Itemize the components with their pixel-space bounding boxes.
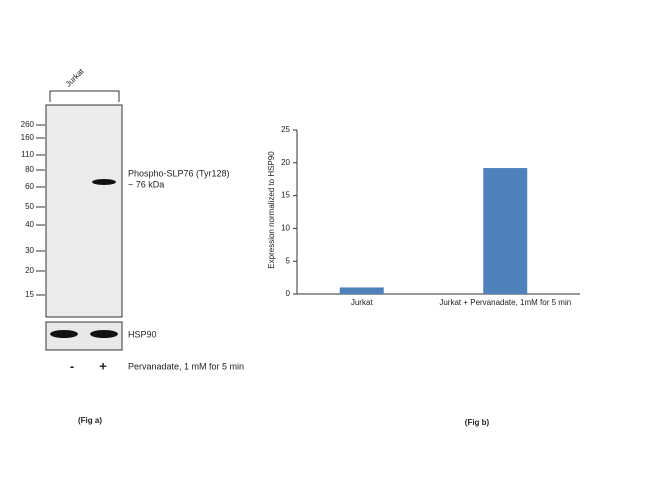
y-tick-label: 25 — [281, 125, 290, 134]
bar — [483, 168, 528, 294]
marker-label: 80 — [25, 165, 34, 174]
marker-label: 260 — [21, 120, 35, 129]
hsp90-band — [90, 330, 118, 338]
x-tick-label: Jurkat — [351, 298, 374, 307]
band — [92, 179, 116, 185]
caption: (Fig a) — [78, 416, 102, 425]
lane-label: Jurkat — [64, 66, 86, 88]
marker-label: 30 — [25, 246, 34, 255]
marker-label: 160 — [21, 133, 35, 142]
y-axis-label: Expression normalized to HSP90 — [267, 151, 276, 269]
y-tick-label: 10 — [281, 224, 290, 233]
treatment: - — [70, 358, 74, 373]
treatment: + — [99, 358, 107, 373]
treatment-label: Pervanadate, 1 mM for 5 min — [128, 361, 244, 371]
caption: (Fig b) — [465, 418, 490, 427]
lane-bracket — [49, 90, 120, 102]
x-tick-label: Jurkat + Pervanadate, 1mM for 5 min — [439, 298, 571, 307]
hsp90-band — [50, 330, 78, 338]
y-tick-label: 5 — [286, 256, 291, 265]
bar — [339, 287, 384, 294]
band-size: ~ 76 kDa — [128, 179, 164, 189]
y-tick-label: 15 — [281, 191, 290, 200]
loading-label: HSP90 — [128, 329, 157, 339]
y-tick-label: 0 — [286, 289, 291, 298]
marker-label: 20 — [25, 266, 34, 275]
marker-label: 50 — [25, 202, 34, 211]
marker-label: 110 — [21, 150, 34, 159]
y-tick-label: 20 — [281, 158, 290, 167]
blot-membrane — [45, 104, 123, 318]
marker-label: 40 — [25, 220, 34, 229]
marker-label: 15 — [25, 290, 34, 299]
marker-label: 60 — [25, 182, 34, 191]
band-label: Phospho-SLP76 (Tyr128) — [128, 168, 230, 178]
